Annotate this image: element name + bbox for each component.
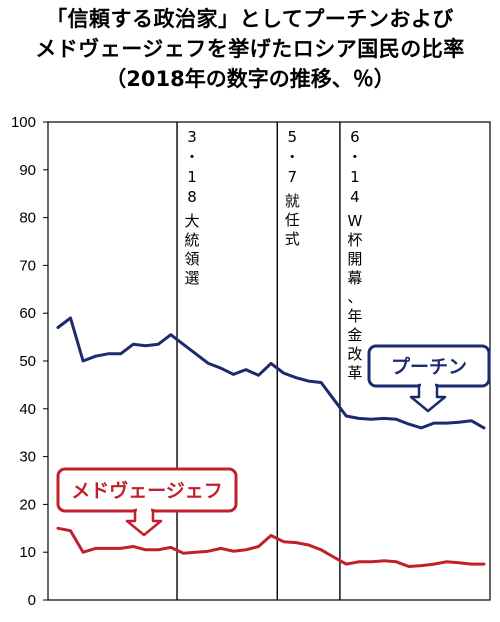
event-date-char: 1 — [187, 168, 197, 186]
event-label-char: 大 — [185, 212, 200, 230]
event-label-char: 幕 — [347, 269, 362, 287]
y-tick-label: 60 — [19, 305, 36, 322]
event-label-char: 改 — [347, 345, 362, 363]
y-tick-label: 100 — [11, 114, 36, 131]
event-label-char: 就 — [285, 192, 300, 210]
event-label-char: 開 — [347, 250, 362, 268]
event-date-char: ・ — [347, 148, 362, 166]
event-label-char: 、 — [347, 288, 362, 306]
event-date-char: 4 — [350, 188, 360, 206]
event-label-char: 任 — [285, 211, 300, 229]
event-date-char: 6 — [350, 128, 360, 146]
event-label-char: 式 — [285, 230, 300, 248]
chart-title: 「信頼する政治家」としてプーチンおよび メドヴェージェフを挙げたロシア国民の比率… — [0, 4, 500, 94]
event-date-char: 5 — [287, 128, 297, 146]
y-tick-label: 70 — [19, 257, 36, 274]
y-tick-label: 90 — [19, 162, 36, 179]
event-date-char: ・ — [185, 148, 200, 166]
event-label-char: 杯 — [347, 231, 362, 249]
putin-callout-arrow — [409, 383, 447, 413]
title-line-3: （2018年の数字の推移、％） — [105, 67, 395, 91]
y-tick-label: 20 — [19, 496, 36, 513]
event-date-char: 8 — [187, 188, 197, 206]
event-label-char: W — [347, 212, 362, 230]
y-tick-label: 40 — [19, 401, 36, 418]
event-date-char: 7 — [287, 168, 297, 186]
title-line-1: 「信頼する政治家」としてプーチンおよび — [46, 7, 454, 31]
medvedev-callout-arrow — [125, 508, 163, 537]
event-date-char: 1 — [350, 168, 360, 186]
event-label-char: 年 — [347, 307, 362, 325]
event-label-char: 選 — [185, 269, 200, 287]
y-tick-label: 0 — [28, 592, 36, 609]
event-date-char: 3 — [187, 128, 197, 146]
event-label-char: 領 — [185, 250, 200, 268]
event-label-char: 革 — [347, 364, 362, 382]
medvedev-callout-label: メドヴェージェフ — [71, 479, 223, 502]
y-tick-label: 10 — [19, 544, 36, 561]
putin-callout-label: プーチン — [391, 355, 467, 378]
medvedev-line — [56, 526, 486, 568]
y-tick-label: 30 — [19, 449, 36, 466]
event-label-char: 統 — [185, 231, 200, 249]
event-label-char: 金 — [347, 326, 362, 344]
y-tick-label: 50 — [19, 353, 36, 370]
putin-line — [56, 316, 486, 430]
event-date-char: ・ — [285, 148, 300, 166]
y-tick-label: 80 — [19, 210, 36, 227]
title-line-2: メドヴェージェフを挙げたロシア国民の比率 — [35, 37, 465, 61]
